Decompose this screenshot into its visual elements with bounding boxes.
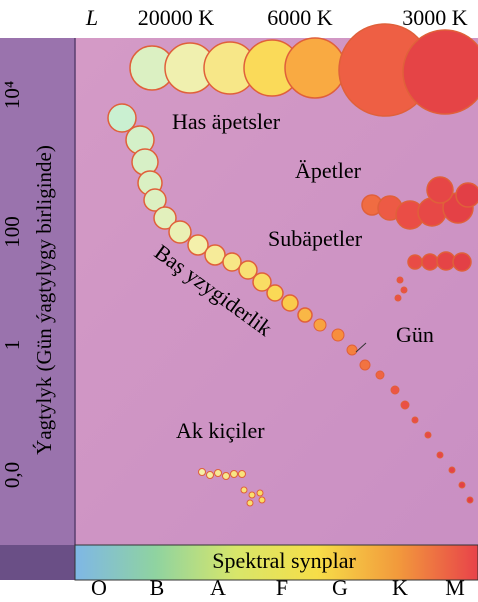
main-sequence-star: [458, 481, 466, 489]
white-dwarf: [230, 470, 238, 478]
spectral-class: K: [392, 575, 408, 600]
region-label: Subäpetler: [268, 226, 363, 251]
temperature-label: 20000 K: [138, 5, 215, 30]
white-dwarf: [248, 491, 256, 499]
main-sequence-star: [168, 220, 192, 244]
white-dwarf: [222, 472, 230, 480]
plot-background: [0, 38, 478, 580]
subgiant: [421, 253, 439, 271]
white-dwarf: [198, 468, 206, 476]
region-label: Gün: [396, 322, 434, 347]
main-sequence-star: [187, 234, 209, 256]
main-sequence-star: [359, 359, 371, 371]
region-label: Has äpetsler: [172, 109, 281, 134]
main-sequence-star: [281, 294, 299, 312]
main-sequence-star: [297, 307, 313, 323]
spectral-class: M: [445, 575, 465, 600]
spectral-class: O: [91, 575, 107, 600]
white-dwarf: [256, 489, 264, 497]
subgiant: [394, 294, 402, 302]
left-band: [0, 38, 75, 580]
main-sequence-star: [107, 103, 137, 133]
giant: [426, 176, 454, 204]
spectral-bar: [74, 544, 478, 581]
white-dwarf: [246, 499, 254, 507]
subgiant: [400, 286, 408, 294]
main-sequence-star: [266, 284, 284, 302]
region-label: Äpetler: [295, 158, 362, 183]
main-sequence-star: [313, 318, 327, 332]
spectral-class: F: [276, 575, 288, 600]
white-dwarf: [238, 470, 246, 478]
main-sequence-star: [204, 244, 226, 266]
spectral-class: A: [210, 575, 226, 600]
main-sequence-star: [375, 370, 385, 380]
y-axis-title: Ýagtylyk (Gün ýagtylygy birliginde): [32, 145, 56, 455]
y-tick-label: 10⁴: [0, 81, 24, 109]
sun-pointer: [355, 342, 367, 353]
temperature-label: 3000 K: [402, 5, 468, 30]
spectral-bar-left: [0, 545, 75, 580]
y-tick-label: 1: [0, 340, 24, 351]
supergiant: [284, 37, 346, 99]
main-sequence-star: [466, 496, 474, 504]
white-dwarf: [240, 486, 248, 494]
main-sequence-star: [238, 260, 258, 280]
main-sequence-star: [436, 451, 444, 459]
supergiant: [402, 29, 478, 115]
main-sequence-star: [448, 466, 456, 474]
main-sequence-star: [390, 385, 400, 395]
y-tick-label: 100: [0, 216, 24, 248]
main-sequence-star: [222, 252, 242, 272]
luminosity-symbol: L: [85, 5, 98, 30]
white-dwarf: [206, 471, 214, 479]
main-sequence-star: [346, 344, 358, 356]
main-sequence-star: [252, 272, 272, 292]
white-dwarf: [258, 496, 266, 504]
main-sequence-star: [411, 416, 419, 424]
main-sequence-star: [153, 206, 177, 230]
y-tick-label: 0,0: [0, 462, 24, 488]
subgiant: [407, 254, 423, 270]
main-sequence-star: [400, 400, 410, 410]
main-sequence-star: [143, 188, 167, 212]
main-sequence-star: [424, 431, 432, 439]
giant: [455, 182, 478, 208]
subgiant: [452, 252, 472, 272]
main-sequence-star: [331, 328, 345, 342]
region-label: Ak kiçiler: [176, 418, 265, 443]
stars: [107, 23, 478, 507]
temperature-label: 6000 K: [267, 5, 333, 30]
spectral-class: G: [332, 575, 348, 600]
spectral-bar-title: Spektral synplar: [212, 548, 356, 573]
white-dwarf: [214, 469, 222, 477]
subgiant: [396, 276, 404, 284]
spectral-class: B: [150, 575, 165, 600]
subgiant: [436, 251, 456, 271]
